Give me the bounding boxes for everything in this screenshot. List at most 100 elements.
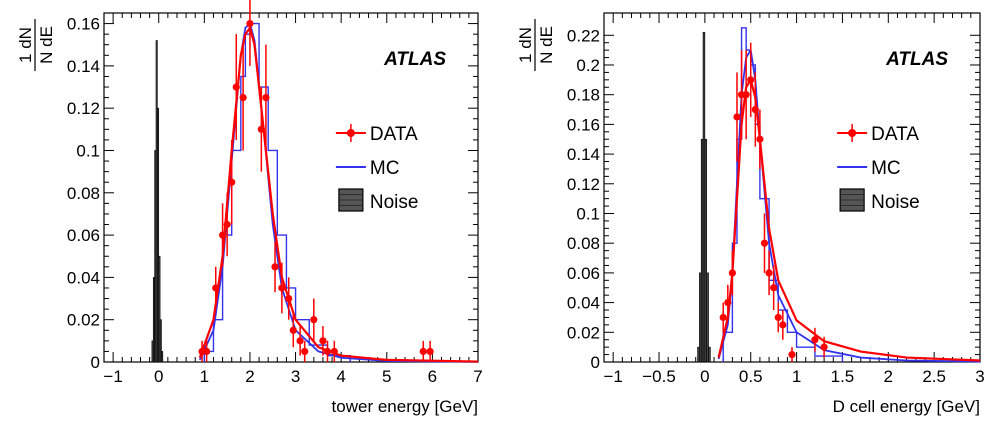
x-axis-title: D cell energy [GeV] xyxy=(833,397,980,416)
data-point xyxy=(278,284,286,292)
data-point xyxy=(262,94,270,102)
data-point xyxy=(811,336,819,344)
x-tick-label: 1 xyxy=(792,367,801,386)
y-axis-title-denominator: N dE xyxy=(537,26,556,64)
x-tick-label: 1.5 xyxy=(831,367,855,386)
plot-frame xyxy=(103,12,479,363)
mc-histogram xyxy=(203,22,351,362)
data-point xyxy=(319,337,327,345)
chart-panel-2: −1 −0.5 0 0.5 1 1.5 2 2.5 3 0 0.02 0.04 0.06 0.08 0.1 0… xyxy=(516,12,985,416)
y-axis-title-numerator: 1 dN xyxy=(516,27,535,63)
legend: DATA MC Noise xyxy=(837,124,920,213)
legend-mc-label: MC xyxy=(871,158,901,179)
data-fit-line xyxy=(717,77,981,362)
y-tick-label: 0 xyxy=(91,353,100,372)
noise-bar xyxy=(708,346,711,363)
x-tick-label: 4 xyxy=(336,367,345,386)
noise-bar xyxy=(704,138,708,363)
y-axis-title-denominator: N dE xyxy=(37,26,56,64)
y-tick-label: 0.12 xyxy=(567,175,600,194)
noise-bar xyxy=(159,319,162,363)
legend-data-marker xyxy=(848,129,857,137)
legend-noise-label: Noise xyxy=(370,192,419,213)
x-tick-label: 6 xyxy=(428,367,437,386)
data-point xyxy=(296,337,304,345)
legend-data-marker xyxy=(346,129,355,137)
chart-panel-1: −1 0 1 2 3 4 5 6 700.020.040.060.080.10.120.140.… xyxy=(16,0,483,416)
y-tick-label: 0.14 xyxy=(67,57,100,76)
y-tick-label: 0.16 xyxy=(567,115,600,134)
legend: DATA MC Noise xyxy=(335,124,419,213)
atlas-label: ATLAS xyxy=(383,49,446,70)
data-point xyxy=(774,313,782,322)
data-point xyxy=(228,178,236,186)
x-tick-label: 5 xyxy=(382,367,391,386)
data-point xyxy=(788,350,796,359)
x-tick-label: 0.5 xyxy=(739,367,763,386)
x-tick-label: 2.5 xyxy=(922,367,946,386)
data-point xyxy=(323,347,332,356)
data-point xyxy=(747,76,755,84)
x-tick-label: −0.5 xyxy=(642,367,676,386)
data-point xyxy=(301,347,309,356)
y-tick-label: 0.22 xyxy=(567,26,600,45)
data-point xyxy=(218,231,227,239)
data-point xyxy=(289,326,297,334)
data-point xyxy=(285,294,293,303)
data-point xyxy=(719,313,727,322)
legend-data-label: DATA xyxy=(370,124,418,145)
y-tick-label: 0.08 xyxy=(67,184,100,203)
data-point xyxy=(733,113,741,121)
data-point xyxy=(724,298,732,307)
data-point xyxy=(779,321,787,329)
y-tick-label: 0.2 xyxy=(576,56,600,75)
legend-noise-label: Noise xyxy=(871,192,920,213)
y-tick-label: 0.02 xyxy=(567,323,600,342)
data-point xyxy=(760,239,769,247)
data-point xyxy=(203,347,211,356)
y-tick-label: 0.18 xyxy=(567,86,600,105)
data-point xyxy=(751,105,759,114)
y-axis-title-numerator: 1 dN xyxy=(16,27,35,63)
x-tick-label: 3 xyxy=(291,367,300,386)
data-point xyxy=(223,220,231,229)
data-point xyxy=(232,83,240,91)
y-tick-label: 0.06 xyxy=(67,226,100,245)
data-point xyxy=(257,125,265,133)
noise-bar xyxy=(158,255,161,363)
noise-bar xyxy=(161,351,164,363)
y-tick-label: 0.04 xyxy=(567,294,600,313)
y-tick-label: 0.16 xyxy=(67,15,100,34)
x-axis-title: tower energy [GeV] xyxy=(332,397,478,416)
y-axis-title: 1 dN N dE xyxy=(516,19,556,71)
y-tick-label: 0.1 xyxy=(576,204,600,223)
y-axis-title: 1 dN N dE xyxy=(16,19,56,71)
x-tick-label: 1 xyxy=(200,367,209,386)
y-tick-label: 0.08 xyxy=(567,234,600,253)
data-point xyxy=(271,263,279,271)
data-point xyxy=(246,19,254,28)
y-tick-label: 0.02 xyxy=(67,311,100,330)
data-point xyxy=(426,347,434,356)
x-tick-label: 2 xyxy=(884,367,893,386)
data-point xyxy=(330,347,338,356)
y-tick-label: 0 xyxy=(591,353,600,372)
x-tick-label: 3 xyxy=(975,367,984,386)
noise-bar xyxy=(157,107,160,363)
y-tick-label: 0.06 xyxy=(567,264,600,283)
data-point xyxy=(728,269,736,277)
data-point xyxy=(770,284,778,292)
noise-bar xyxy=(706,272,709,363)
y-tick-label: 0.12 xyxy=(67,99,100,118)
y-tick-label: 0.04 xyxy=(67,268,100,287)
x-tick-label: −1 xyxy=(103,367,122,386)
data-point xyxy=(765,269,773,277)
x-tick-label: −1 xyxy=(603,367,622,386)
data-point xyxy=(419,347,427,356)
legend-mc-label: MC xyxy=(370,158,400,179)
data-point xyxy=(756,135,764,143)
data-point xyxy=(742,91,750,99)
data-point xyxy=(212,284,220,292)
